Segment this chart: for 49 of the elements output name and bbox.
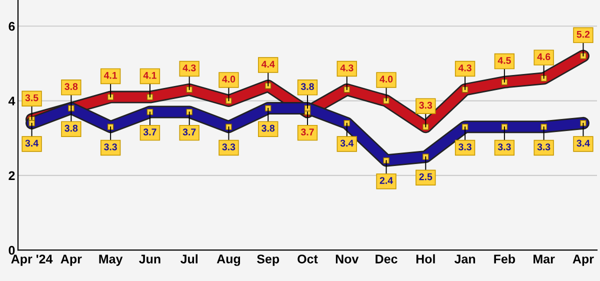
x-tick-label: Sep [257, 254, 280, 266]
data-label: 4.6 [537, 53, 550, 60]
data-label: 4.3 [182, 64, 196, 72]
x-tick-label: Apr [572, 254, 594, 266]
y-tick-label: 0 [8, 246, 15, 255]
y-tick-label: 2 [8, 171, 15, 180]
data-label: 3.7 [300, 128, 314, 136]
data-label: 3.3 [537, 143, 550, 150]
x-tick-label: Feb [494, 254, 516, 264]
data-label: 3.8 [64, 124, 78, 132]
data-label: 3.5 [25, 94, 38, 102]
data-label: 4.3 [340, 64, 354, 72]
y-tick-label: 4 [8, 96, 16, 106]
data-label: 2.5 [419, 173, 432, 180]
data-label: 3.8 [64, 83, 78, 90]
y-tick-label: 6 [8, 22, 15, 31]
x-tick-label: Aug [216, 254, 240, 266]
data-label: 3.4 [576, 140, 590, 147]
x-tick-label: May [99, 254, 123, 266]
data-label: 3.4 [340, 140, 354, 147]
data-label: 3.7 [182, 128, 196, 136]
data-label: 3.8 [300, 83, 314, 90]
x-tick-label: Mar [534, 254, 555, 264]
data-label: 4.0 [380, 76, 393, 83]
data-label: 4.1 [104, 72, 118, 79]
data-label: 3.7 [143, 128, 156, 136]
data-label: 4.5 [498, 57, 511, 64]
data-label: 4.0 [222, 76, 236, 83]
x-tick-label: Oct [298, 254, 318, 264]
x-tick-label: Hol [416, 254, 435, 264]
data-label: 3.8 [262, 124, 275, 132]
data-label: 5.2 [576, 30, 590, 38]
data-label: 4.4 [262, 60, 275, 68]
data-label: 3.4 [25, 140, 38, 147]
x-tick-label: Jan [454, 254, 476, 264]
data-label: 3.3 [104, 143, 117, 150]
data-label: 3.3 [419, 102, 432, 109]
data-label: 4.3 [458, 64, 472, 72]
x-tick-label: Jul [180, 254, 198, 264]
data-label: 3.3 [222, 143, 236, 150]
x-tick-label: Dec [376, 254, 398, 264]
data-label: 2.4 [380, 177, 393, 184]
x-tick-label: Nov [336, 254, 359, 264]
x-tick-label: Apr '24 [11, 254, 53, 266]
data-label: 3.3 [498, 143, 511, 150]
x-tick-label: Jun [139, 254, 160, 264]
x-tick-label: Apr [60, 254, 82, 266]
data-label: 3.3 [458, 143, 472, 150]
data-label: 4.1 [143, 72, 156, 79]
